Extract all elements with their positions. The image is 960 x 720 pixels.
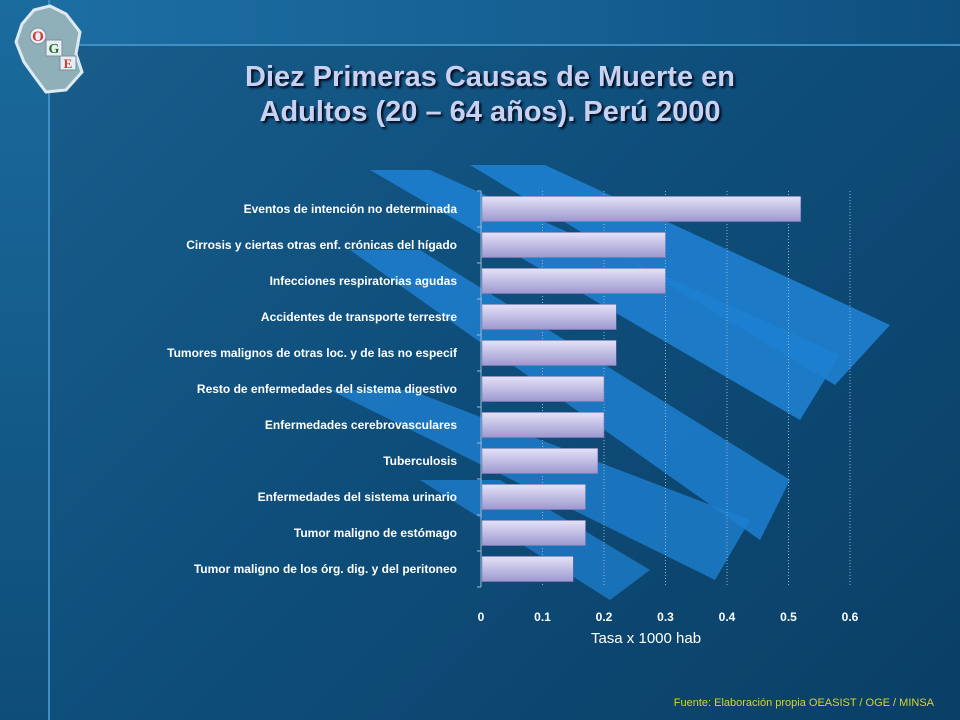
category-label: Resto de enfermedades del sistema digest… [197,382,457,396]
page-title: Diez Primeras Causas de Muerte en Adulto… [120,60,860,130]
category-label: Tumor maligno de los órg. dig. y del per… [194,562,457,576]
x-tick-label: 0.5 [780,610,797,624]
x-tick-label: 0 [478,610,485,624]
bar [481,304,617,330]
header-band [0,0,960,44]
x-tick-label: 0.1 [534,610,551,624]
logo-letter-e-badge [59,55,77,71]
title-line-1: Diez Primeras Causas de Muerte en [245,61,735,93]
bar [481,484,586,510]
bar [481,340,617,366]
bar [481,376,605,402]
x-tick-label: 0.2 [596,610,613,624]
bar [481,520,586,546]
category-label: Cirrosis y ciertas otras enf. crónicas d… [186,238,457,252]
source-note: Fuente: Elaboración propia OEASIST / OGE… [673,697,934,709]
x-tick-label: 0.3 [657,610,674,624]
logo-letter-o-badge [29,27,47,45]
bar [481,232,666,258]
title-line-2: Adultos (20 – 64 años). Perú 2000 [259,96,721,128]
bar [481,268,666,294]
x-tick-label: 0.4 [719,610,736,624]
category-label: Infecciones respiratorias agudas [270,274,458,288]
category-label: Accidentes de transporte terrestre [261,310,457,324]
left-band [0,0,50,720]
header-divider [0,44,960,46]
category-label: Eventos de intención no determinada [244,202,458,216]
category-label: Enfermedades cerebrovasculares [265,418,457,432]
logo-letter-g-badge [45,39,63,57]
x-tick-label: 0.6 [842,610,859,624]
logo-letter-e: E [64,56,73,71]
bar [481,412,605,438]
oge-logo: O G E [14,4,84,94]
bar [481,196,802,222]
bar [481,448,599,474]
category-label: Tumor maligno de estómago [294,526,457,540]
bar [481,556,574,582]
x-axis-title: Tasa x 1000 hab [591,630,701,647]
logo-letter-g: G [49,42,60,57]
category-label: Tuberculosis [383,454,457,468]
category-label: Enfermedades del sistema urinario [258,490,457,504]
category-label: Tumores malignos de otras loc. y de las … [167,346,458,360]
logo-letter-o: O [32,29,44,45]
